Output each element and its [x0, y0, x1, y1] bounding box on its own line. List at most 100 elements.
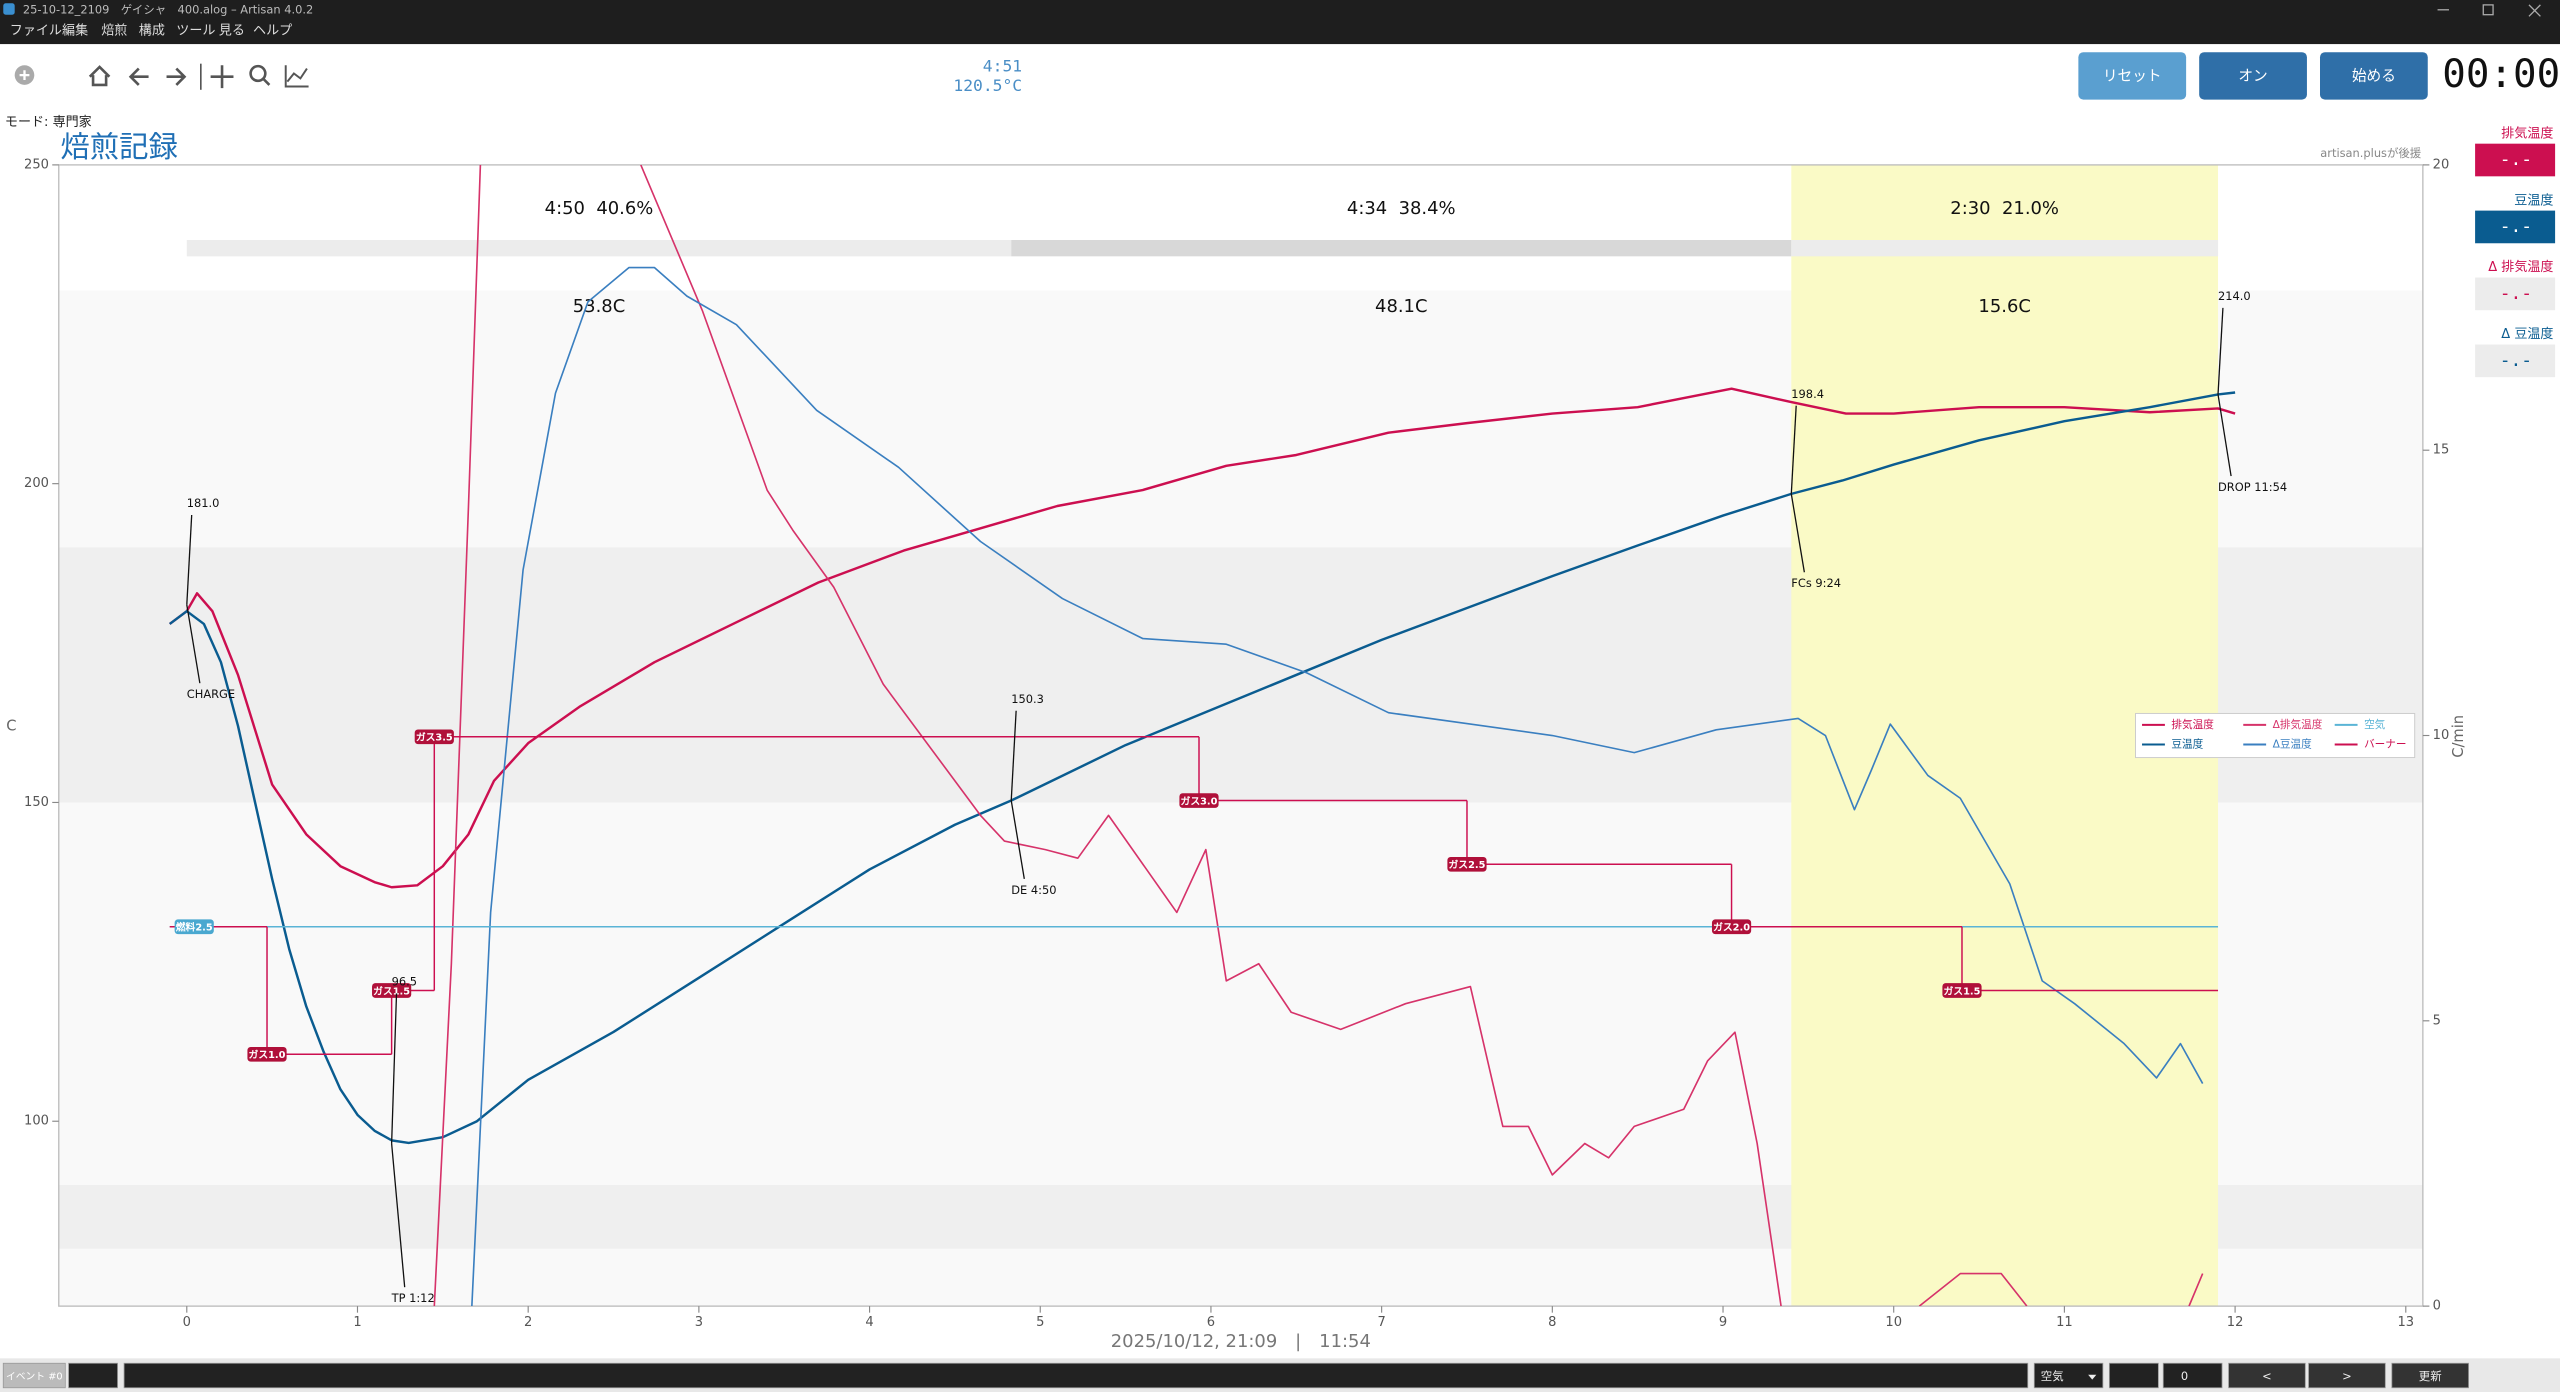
event-value: 181.0 — [187, 496, 220, 510]
lcd-box — [2475, 143, 2556, 177]
event-name: TP 1:12 — [391, 1291, 435, 1305]
y2-tick-label: 10 — [2433, 728, 2450, 743]
value-field[interactable] — [2108, 1362, 2159, 1389]
x-tick-label: 7 — [1377, 1315, 1385, 1330]
lcd-label: Δ 豆温度 — [2501, 326, 2553, 342]
menu-item[interactable]: 焙煎 — [101, 23, 127, 39]
legend-label: Δ豆温度 — [2273, 737, 2312, 750]
event-value: 96.5 — [392, 974, 417, 988]
y-tick-label: 150 — [24, 795, 49, 810]
event-field[interactable] — [68, 1362, 118, 1389]
series-line — [433, 164, 2204, 1307]
series-line — [471, 266, 2204, 1307]
menu-item[interactable]: ヘルプ — [253, 24, 292, 39]
lcd-value: -.- — [2500, 283, 2532, 304]
event-flag-label: 燃料2.5 — [176, 921, 213, 934]
spin-value[interactable]: 0 — [2181, 1369, 2188, 1383]
home-button[interactable] — [88, 65, 111, 87]
button[interactable]: オン — [2199, 52, 2307, 100]
combo-arrow — [2088, 1374, 2097, 1380]
lcd-value: -.- — [2500, 216, 2532, 237]
bottom-button-label[interactable]: 更新 — [2419, 1369, 2442, 1383]
bottom-button[interactable] — [2308, 1362, 2386, 1389]
x-axis-label: 2025/10/12, 21:09 | 11:54 — [1111, 1331, 1371, 1352]
event-flag-label: ガス3.5 — [416, 731, 453, 744]
x-tick-label: 11 — [2056, 1315, 2073, 1330]
bottom-button-label[interactable]: > — [2342, 1369, 2352, 1383]
event-flag — [414, 729, 454, 745]
event-input[interactable] — [123, 1362, 2029, 1389]
menu-item[interactable]: 編集 — [62, 23, 88, 39]
event-flag-label: ガス2.0 — [1713, 921, 1750, 934]
button-label[interactable]: オン — [2238, 68, 2267, 85]
y2-tick-label: 5 — [2433, 1013, 2441, 1028]
menu-item[interactable]: ツール — [176, 24, 215, 39]
event-name: DE 4:50 — [1011, 883, 1056, 897]
event-label: イベント #0 — [6, 1370, 63, 1382]
event-leader — [390, 1143, 406, 1288]
close[interactable] — [2528, 4, 2541, 17]
y2-tick-label: 15 — [2433, 443, 2450, 458]
bottom-button-label[interactable]: < — [2262, 1369, 2272, 1383]
event-flag — [1447, 856, 1487, 872]
combo[interactable] — [2033, 1362, 2104, 1389]
legend-label: 排気温度 — [2171, 718, 2214, 731]
y2-tick-label: 0 — [2433, 1299, 2441, 1314]
legend-label: Δ排気温度 — [2273, 718, 2323, 731]
x-tick-label: 8 — [1548, 1315, 1556, 1330]
button-bg[interactable] — [2320, 52, 2428, 100]
chart: 焙煎記録 4:50 40.6% 53.8C 4:34 38.4% 48.1C 2:30 2… — [6, 130, 2466, 1352]
toolbar — [14, 63, 309, 90]
lcd-label: 排気温度 — [2501, 125, 2553, 141]
y-tick-label: 200 — [24, 476, 49, 491]
event-value: 198.4 — [1791, 387, 1824, 401]
event-flag-label: ガス1.5 — [373, 984, 410, 997]
sponsor: artisan.plusが後援 — [2320, 146, 2422, 160]
event-flag — [174, 919, 214, 935]
legend-label: 空気 — [2364, 718, 2386, 731]
event-leader — [390, 993, 398, 1144]
button-bg[interactable] — [2078, 52, 2187, 100]
phase-label: 4:50 40.6% — [545, 198, 654, 219]
legend-label: 豆温度 — [2171, 737, 2203, 750]
phase-label: 2:30 21.0% — [1950, 198, 2059, 219]
x-tick-label: 1 — [353, 1315, 361, 1330]
bottom-button[interactable] — [2391, 1362, 2469, 1389]
lcd-label: 豆温度 — [2514, 192, 2553, 208]
window-controls[interactable] — [2437, 4, 2541, 17]
x-tick-label: 0 — [183, 1315, 191, 1330]
button[interactable]: 始める — [2320, 52, 2428, 100]
button-bg[interactable] — [2199, 52, 2307, 100]
back-button[interactable] — [128, 67, 149, 86]
x-tick-label: 5 — [1036, 1315, 1044, 1330]
pan-button[interactable] — [210, 65, 234, 89]
event-flag-label: ガス1.0 — [249, 1048, 286, 1061]
x-tick-label: 13 — [2397, 1315, 2414, 1330]
y2-axis-label: C/min — [2450, 715, 2467, 758]
phase-delta: 53.8C — [573, 296, 625, 317]
subplot-button[interactable] — [284, 65, 309, 88]
event-flag-label: ガス3.0 — [1181, 794, 1218, 807]
combo-label[interactable]: 空気 — [2041, 1369, 2064, 1383]
menu-item[interactable]: ファイル — [10, 24, 62, 39]
zoom-button[interactable] — [249, 64, 267, 83]
y-tick-label: 100 — [24, 1114, 49, 1129]
x-tick-label: 10 — [1885, 1315, 1902, 1330]
phase-delta: 15.6C — [1978, 296, 2030, 317]
x-tick-label: 4 — [865, 1315, 873, 1330]
button-label[interactable]: 始める — [2352, 68, 2396, 85]
menu-item[interactable]: 構成 — [139, 24, 165, 39]
maximize[interactable] — [2482, 4, 2494, 16]
button-label[interactable]: リセット — [2103, 68, 2162, 85]
spin-box[interactable] — [2162, 1362, 2223, 1389]
y2-tick-label: 20 — [2433, 157, 2450, 172]
button[interactable]: リセット — [2078, 52, 2187, 100]
forward-button[interactable] — [166, 67, 187, 86]
bottom-bar: イベント #0 空気 0 < > 更新 — [0, 1358, 2560, 1392]
menu-item[interactable]: 見る — [219, 24, 245, 39]
event-leader — [1010, 710, 1017, 801]
bottom-button[interactable] — [2228, 1362, 2306, 1389]
